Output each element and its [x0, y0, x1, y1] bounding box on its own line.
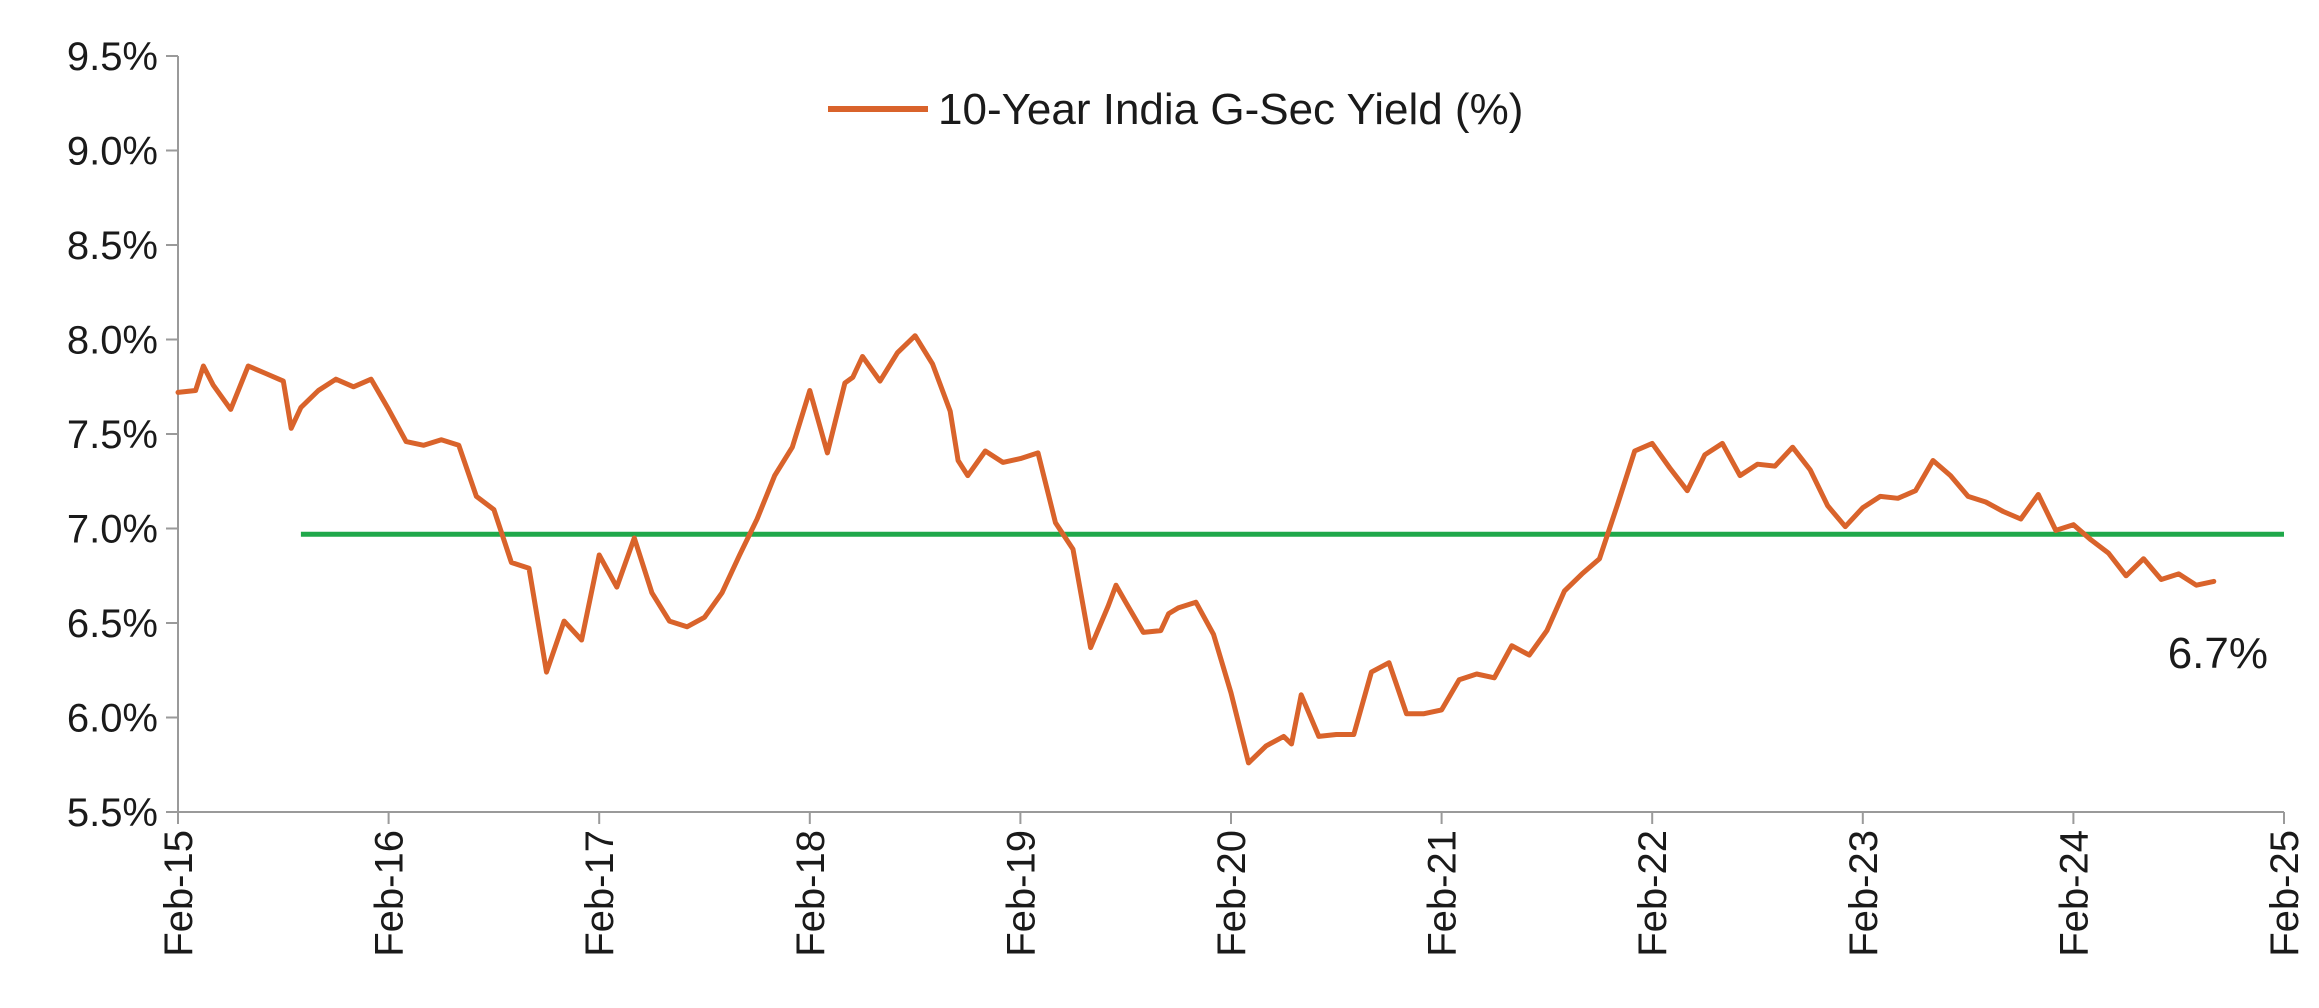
- legend: 10-Year India G-Sec Yield (%): [828, 85, 1523, 134]
- y-tick-label: 7.5%: [67, 413, 158, 457]
- x-tick-label: Feb-22: [1631, 830, 1675, 957]
- x-axis: Feb-15 Feb-16 Feb-17 Feb-18 Feb-19 Feb-20 Feb-…: [157, 811, 2307, 957]
- last-value-label: 6.7%: [2168, 629, 2268, 678]
- y-tick-label: 6.5%: [67, 602, 158, 646]
- x-tick-label: Feb-24: [2052, 830, 2096, 957]
- x-tick-label: Feb-18: [789, 830, 833, 957]
- x-tick-label: Feb-21: [1421, 830, 1465, 957]
- y-tick-label: 5.5%: [67, 791, 158, 835]
- y-tick-label: 8.5%: [67, 224, 158, 268]
- y-tick-label: 9.0%: [67, 130, 158, 174]
- y-tick-label: 6.0%: [67, 697, 158, 741]
- x-tick-label: Feb-23: [1842, 830, 1886, 957]
- x-tick-label: Feb-16: [368, 830, 412, 957]
- y-tick-label: 9.5%: [67, 35, 158, 79]
- annotation-layer: 6.7%: [2168, 629, 2268, 678]
- y-axis: 5.5% 6.0% 6.5% 7.0% 7.5% 8.0% 8.5% 9.0% 9.5%: [67, 35, 179, 835]
- series-layer: [175, 333, 2284, 766]
- y-tick-label: 7.0%: [67, 508, 158, 552]
- y-tick-label: 8.0%: [67, 319, 158, 363]
- x-tick-label: Feb-20: [1210, 830, 1254, 957]
- x-tick-label: Feb-19: [999, 830, 1043, 957]
- x-tick-label: Feb-25: [2263, 830, 2307, 957]
- x-tick-label: Feb-15: [157, 830, 201, 957]
- legend-label: 10-Year India G-Sec Yield (%): [938, 85, 1523, 134]
- x-tick-label: Feb-17: [578, 830, 622, 957]
- yield-series-line: [175, 333, 2217, 766]
